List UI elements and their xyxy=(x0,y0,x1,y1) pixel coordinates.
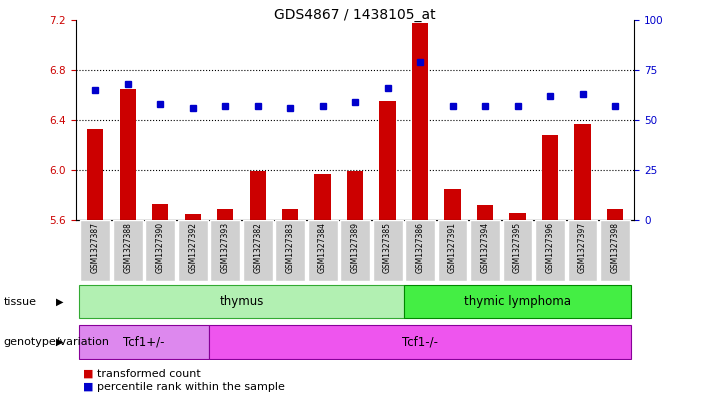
Bar xyxy=(575,124,590,220)
Bar xyxy=(243,220,273,281)
Text: GSM1327397: GSM1327397 xyxy=(578,222,587,273)
Text: GDS4867 / 1438105_at: GDS4867 / 1438105_at xyxy=(274,8,436,22)
Bar xyxy=(80,220,110,281)
Bar xyxy=(503,220,533,281)
Text: GSM1327392: GSM1327392 xyxy=(188,222,197,273)
Bar xyxy=(444,189,461,220)
Bar xyxy=(79,325,209,358)
Text: tissue: tissue xyxy=(4,297,37,307)
Bar xyxy=(607,209,623,220)
Bar xyxy=(438,220,467,281)
Bar xyxy=(600,220,630,281)
Bar xyxy=(510,213,526,220)
Bar xyxy=(477,205,493,220)
Bar xyxy=(535,220,565,281)
Text: GSM1327391: GSM1327391 xyxy=(448,222,457,273)
Bar xyxy=(211,220,240,281)
Text: GSM1327387: GSM1327387 xyxy=(91,222,99,273)
Text: ▶: ▶ xyxy=(56,297,63,307)
Bar xyxy=(209,325,631,358)
Bar xyxy=(542,135,558,220)
Bar xyxy=(340,220,370,281)
Text: GSM1327389: GSM1327389 xyxy=(350,222,360,273)
Text: Tcf1-/-: Tcf1-/- xyxy=(402,335,438,348)
Bar xyxy=(275,220,305,281)
Text: ▶: ▶ xyxy=(56,337,63,347)
Text: GSM1327385: GSM1327385 xyxy=(383,222,392,273)
Text: Tcf1+/-: Tcf1+/- xyxy=(123,335,164,348)
Bar xyxy=(412,24,428,220)
Text: percentile rank within the sample: percentile rank within the sample xyxy=(97,382,286,392)
Text: ■: ■ xyxy=(83,382,94,392)
Bar xyxy=(314,174,331,220)
Bar xyxy=(177,220,208,281)
Text: GSM1327382: GSM1327382 xyxy=(253,222,262,273)
Bar xyxy=(347,171,363,220)
Bar xyxy=(120,88,136,220)
Text: GSM1327394: GSM1327394 xyxy=(480,222,490,273)
Text: genotype/variation: genotype/variation xyxy=(4,337,110,347)
Text: transformed count: transformed count xyxy=(97,369,201,379)
Bar xyxy=(185,214,200,220)
Bar xyxy=(373,220,402,281)
Text: GSM1327396: GSM1327396 xyxy=(546,222,554,273)
Bar xyxy=(152,204,168,220)
Bar xyxy=(308,220,337,281)
Bar xyxy=(405,220,435,281)
Text: GSM1327388: GSM1327388 xyxy=(123,222,132,273)
Text: GSM1327398: GSM1327398 xyxy=(611,222,619,273)
Bar xyxy=(217,209,234,220)
Text: thymus: thymus xyxy=(219,295,264,308)
Text: thymic lymphoma: thymic lymphoma xyxy=(464,295,571,308)
Text: GSM1327386: GSM1327386 xyxy=(415,222,425,273)
Bar xyxy=(282,209,298,220)
Bar xyxy=(404,285,631,318)
Text: GSM1327395: GSM1327395 xyxy=(513,222,522,273)
Text: GSM1327393: GSM1327393 xyxy=(221,222,230,273)
Bar xyxy=(145,220,175,281)
Bar xyxy=(379,101,396,220)
Text: GSM1327383: GSM1327383 xyxy=(286,222,295,273)
Bar xyxy=(112,220,143,281)
Bar xyxy=(567,220,598,281)
Text: GSM1327390: GSM1327390 xyxy=(156,222,164,273)
Text: GSM1327384: GSM1327384 xyxy=(318,222,327,273)
Bar xyxy=(79,285,404,318)
Bar xyxy=(87,129,103,220)
Bar xyxy=(470,220,500,281)
Bar xyxy=(249,171,266,220)
Text: ■: ■ xyxy=(83,369,94,379)
